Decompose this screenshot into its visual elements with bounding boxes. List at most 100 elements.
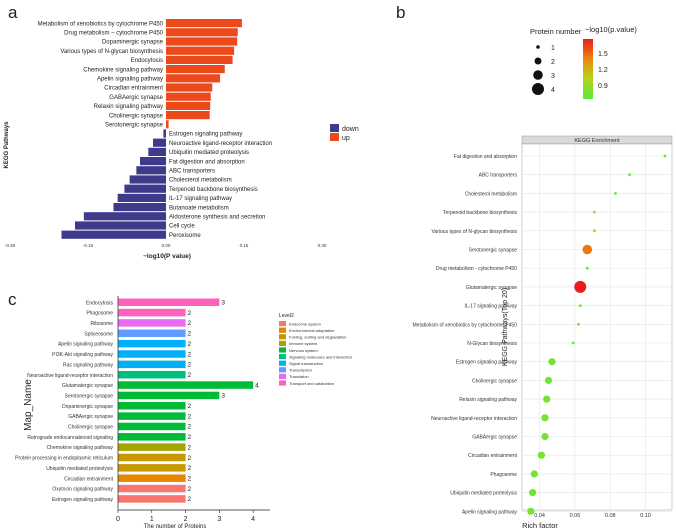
legend-label: Immune system xyxy=(289,341,318,346)
data-point xyxy=(578,304,582,307)
pathway-label: Dopaminergic synapse xyxy=(102,40,164,46)
bar xyxy=(118,484,186,493)
legend-swatch xyxy=(279,321,286,327)
pathway-label: Cholesterol metabolism xyxy=(169,178,232,184)
pathway-label: Serotonergic synapse xyxy=(105,123,164,129)
bar-down xyxy=(129,175,166,184)
panel-a-legend: down up xyxy=(330,124,359,142)
legend-label: Translation xyxy=(289,374,309,379)
data-point xyxy=(541,432,549,441)
bar-value-label: 2 xyxy=(188,496,192,503)
bar-value-label: 3 xyxy=(221,300,225,307)
data-point xyxy=(592,229,596,233)
color-legend-label-3: 0.9 xyxy=(598,83,608,90)
data-point xyxy=(537,451,546,459)
legend-swatch xyxy=(279,380,286,386)
panel-b-y-axis-title: KEGG Pathways(Top 20) xyxy=(502,288,509,366)
bar-value-label: 2 xyxy=(188,403,192,410)
pathway-label: GABAergic synapse xyxy=(472,435,517,441)
bar-value-label: 4 xyxy=(255,382,259,389)
pathway-label: Chemokine signaling pathway xyxy=(83,67,163,73)
bar-value-label: 2 xyxy=(188,362,192,369)
panel-c-legend: Level2 Endocrine system Environmental ada… xyxy=(279,313,352,386)
bar-up xyxy=(166,120,169,129)
pathway-label: Cholinergic synapse xyxy=(109,113,164,119)
pathway-label: IL-17 signaling pathway xyxy=(464,304,517,310)
pathway-label: IL-17 signaling pathway xyxy=(169,196,232,202)
legend-label-up: up xyxy=(342,135,350,142)
bar-up xyxy=(166,101,211,110)
data-point xyxy=(592,210,596,214)
bar-down xyxy=(117,193,166,202)
data-point xyxy=(527,507,535,515)
panel-label-b: b xyxy=(396,3,405,22)
bar xyxy=(118,495,186,503)
bar-up xyxy=(166,111,210,120)
bar-down xyxy=(163,129,166,138)
panel-a-y-axis-title: KEGG Pathways xyxy=(4,121,10,169)
x-tick-label: 3 xyxy=(217,516,221,523)
bar-up xyxy=(166,19,242,28)
pathway-label: Fat digestion and absorption xyxy=(454,154,517,160)
bar xyxy=(118,350,186,358)
legend-label: Transport and catabolism xyxy=(289,381,335,386)
panel-a-diverging-bar-chart: KEGG Pathways Metabolism of xenobiotics … xyxy=(4,19,359,260)
bar-value-label: 2 xyxy=(188,413,192,420)
bar-value-label: 2 xyxy=(188,331,192,338)
pathway-label: Glutamatergic synapse xyxy=(466,285,517,291)
legend-swatch xyxy=(279,373,286,379)
bar-value-label: 2 xyxy=(188,434,192,441)
size-legend-label-2: 2 xyxy=(551,59,555,66)
pathway-label: Protein processing in endoplasmic reticu… xyxy=(15,456,113,462)
bar xyxy=(118,370,186,379)
x-tick-label: 0 xyxy=(116,516,120,523)
size-legend-label-1: 1 xyxy=(551,45,555,52)
bar-value-label: 2 xyxy=(188,372,192,379)
bar-down xyxy=(140,157,166,166)
bar xyxy=(118,319,186,327)
pathway-label: GABAergic synapse xyxy=(68,414,113,420)
bar-down xyxy=(153,138,166,147)
legend-label-down: down xyxy=(342,126,359,133)
data-point xyxy=(548,358,556,366)
bar-up xyxy=(166,65,225,74)
pathway-label: Ras signaling pathway xyxy=(63,362,114,368)
pathway-label: Relaxin signaling pathway xyxy=(94,104,163,110)
pathway-label: Cholesterol metabolism xyxy=(465,191,517,197)
pathway-label: Ubiquitin mediated proteolysis xyxy=(169,150,249,156)
pathway-label: Terpenoid backbone biosynthesis xyxy=(443,210,517,216)
pathway-label: Apelin signaling pathway xyxy=(97,77,163,83)
size-legend-title: Protein number xyxy=(530,27,582,36)
data-point xyxy=(544,376,553,384)
pathway-label: Phagosome xyxy=(490,472,517,478)
pathway-label: Spliceosome xyxy=(84,331,113,337)
size-legend-label-4: 4 xyxy=(551,87,555,94)
bar xyxy=(118,329,186,338)
bar-value-label: 2 xyxy=(188,475,192,482)
data-point xyxy=(628,173,632,177)
pathway-label: Peroxisome xyxy=(169,233,201,239)
pathway-label: Estrogen signaling pathway xyxy=(169,132,242,138)
bar-up xyxy=(166,92,211,101)
bar-value-label: 2 xyxy=(188,320,192,327)
x-tick-label: 0.04 xyxy=(534,513,545,519)
x-tick-label: 0.06 xyxy=(570,513,581,519)
pathway-label: Circadian entrainment xyxy=(104,86,163,92)
x-tick-label: 2 xyxy=(184,516,188,523)
pathway-label: Ubiquitin mediated proteolysis xyxy=(450,491,517,497)
bar-value-label: 2 xyxy=(188,424,192,431)
bar-up xyxy=(166,37,238,46)
pathway-label: ABC transporters xyxy=(479,173,518,179)
legend-label: Signaling molecules and interaction xyxy=(289,354,352,359)
pathway-label: Endocytosis xyxy=(131,58,163,64)
legend-label: Folding, sorting and degradation xyxy=(289,335,346,340)
bar xyxy=(118,422,186,431)
panel-c-bar-chart: 3 2 2 2 2 2 2 2 4 3 2 2 2 2 2 2 2 2 2 2 Endocytosis Phagosom… xyxy=(15,296,352,530)
bar xyxy=(118,453,186,462)
bar-down xyxy=(148,147,166,156)
bar-down xyxy=(136,166,166,175)
pathway-label: ABC transporters xyxy=(169,169,215,175)
data-point xyxy=(582,244,593,255)
panel-b-color-legend: −log10(p.value) 1.5 1.2 0.9 xyxy=(583,25,637,99)
